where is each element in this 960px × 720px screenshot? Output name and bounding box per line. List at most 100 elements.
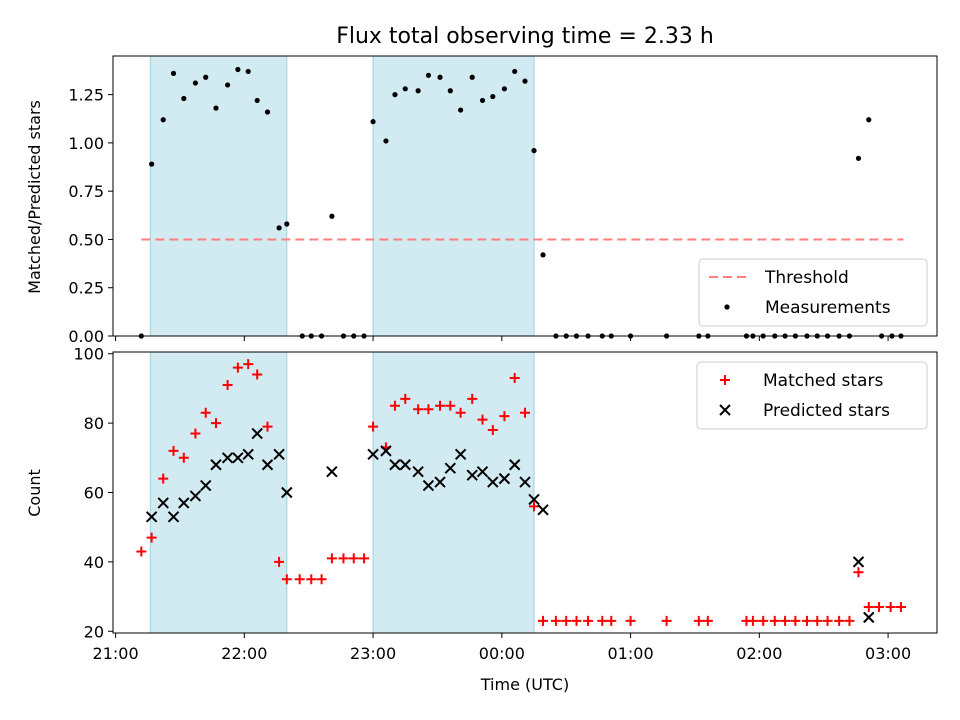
matched-stars-point xyxy=(158,473,169,484)
measurements-point xyxy=(437,74,443,80)
measurements-point xyxy=(284,221,290,227)
measurements-point xyxy=(402,86,408,92)
legend-entry-label: Matched stars xyxy=(763,371,883,391)
predicted-stars-point xyxy=(167,511,180,523)
legend-marker-swatch xyxy=(724,304,730,310)
top-panel-legend: Threshold Measurements xyxy=(698,258,928,327)
matched-stars-point xyxy=(509,373,520,384)
predicted-stars-point xyxy=(389,459,401,471)
matched-stars-point xyxy=(168,445,179,456)
predicted-stars-point xyxy=(178,497,190,509)
x-tick-label: 03:00 xyxy=(865,644,911,663)
predicted-stars-point xyxy=(476,465,489,478)
predicted-stars-point xyxy=(251,427,263,440)
measurements-point xyxy=(392,92,398,98)
matched-stars-point xyxy=(895,601,906,612)
matched-stars-point xyxy=(812,615,823,626)
matched-stars-point xyxy=(834,615,845,626)
measurements-point xyxy=(540,252,546,258)
measurements-point xyxy=(235,66,241,73)
matched-stars-point xyxy=(769,615,780,626)
shaded-interval-1 xyxy=(372,351,535,634)
matched-stars-point xyxy=(306,574,317,585)
measurements-point xyxy=(425,72,432,78)
measurements-point xyxy=(276,225,282,231)
measurements-point xyxy=(531,148,537,154)
predicted-stars-point xyxy=(273,448,285,461)
matched-stars-point xyxy=(467,393,478,404)
measurements-point xyxy=(855,155,862,161)
matched-stars-point xyxy=(252,369,263,380)
y-tick-label: 100 xyxy=(73,345,104,364)
predicted-stars-point xyxy=(326,465,338,478)
x-tick-label: 02:00 xyxy=(736,644,782,663)
matched-stars-point xyxy=(136,546,147,557)
matched-stars-point xyxy=(281,574,292,585)
measurements-point xyxy=(160,117,166,123)
y-tick-label: 1.25 xyxy=(68,86,104,105)
matched-stars-point xyxy=(178,452,189,463)
y-tick-label: 1.00 xyxy=(68,134,104,153)
predicted-stars-point xyxy=(281,486,293,499)
predicted-stars-point xyxy=(380,445,392,457)
y-tick-label: 0.75 xyxy=(68,182,104,201)
matched-stars-point xyxy=(801,615,812,626)
predicted-stars-point xyxy=(852,556,865,568)
bottom-panel: 21:00 22:00 23:00 00:00 01:00 02:00 03:00 20 40 6… xyxy=(25,345,938,663)
predicted-stars-point xyxy=(189,490,202,502)
measurements-point xyxy=(522,78,528,84)
predicted-stars-point xyxy=(412,465,424,478)
bottom-panel-marks xyxy=(136,359,906,626)
matched-stars-point xyxy=(211,418,221,429)
x-tick-label: 22:00 xyxy=(221,644,267,663)
matched-stars-point xyxy=(455,407,466,418)
measurements-point xyxy=(245,68,251,75)
matched-stars-point xyxy=(200,407,211,418)
measurements-point xyxy=(203,74,209,80)
measurements-point xyxy=(415,88,421,94)
predicted-stars-point xyxy=(145,511,158,523)
measurements-point xyxy=(213,105,219,111)
bottom-panel-axes: 21:00 22:00 23:00 00:00 01:00 02:00 03:00 20 40 6… xyxy=(73,345,911,663)
matched-stars-point xyxy=(294,574,305,585)
matched-stars-point xyxy=(400,393,411,404)
predicted-stars-point xyxy=(519,476,531,488)
measurements-point xyxy=(192,80,198,86)
bottom-panel-shaded-intervals xyxy=(149,351,535,634)
measurements-point xyxy=(490,93,496,100)
y-tick-label: 60 xyxy=(84,484,104,503)
legend-box xyxy=(696,361,928,430)
predicted-stars-point xyxy=(466,469,478,481)
matched-stars-point xyxy=(597,615,608,626)
top-panel-frame xyxy=(112,55,938,337)
matched-stars-point xyxy=(693,615,704,626)
bottom-panel-legend: Matched stars Predicted stars xyxy=(696,361,928,430)
measurements-point xyxy=(264,109,271,115)
matched-stars-point xyxy=(758,615,769,626)
matched-stars-point xyxy=(190,428,201,439)
matched-stars-point xyxy=(487,425,498,436)
matched-stars-point xyxy=(790,615,801,626)
predicted-stars-point xyxy=(528,493,540,506)
predicted-stars-point xyxy=(261,459,274,471)
matched-stars-point xyxy=(780,615,791,626)
matched-stars-point xyxy=(625,615,636,626)
bottom-panel-frame xyxy=(112,351,938,634)
matched-stars-point xyxy=(550,615,561,626)
predicted-stars-point xyxy=(199,479,212,492)
predicted-stars-point xyxy=(537,504,549,516)
matched-stars-point xyxy=(571,615,582,626)
matched-stars-point xyxy=(389,400,400,411)
matched-stars-point xyxy=(863,601,874,612)
predicted-stars-point xyxy=(434,476,446,488)
matched-stars-point xyxy=(338,553,349,564)
matched-stars-point xyxy=(243,359,254,370)
matched-stars-point xyxy=(747,615,758,626)
x-axis-label: Time (UTC) xyxy=(480,675,569,694)
matched-stars-point xyxy=(423,404,434,415)
predicted-stars-point xyxy=(157,497,169,509)
matched-stars-point xyxy=(844,615,855,626)
measurements-point xyxy=(170,70,177,76)
predicted-stars-point xyxy=(508,459,521,471)
